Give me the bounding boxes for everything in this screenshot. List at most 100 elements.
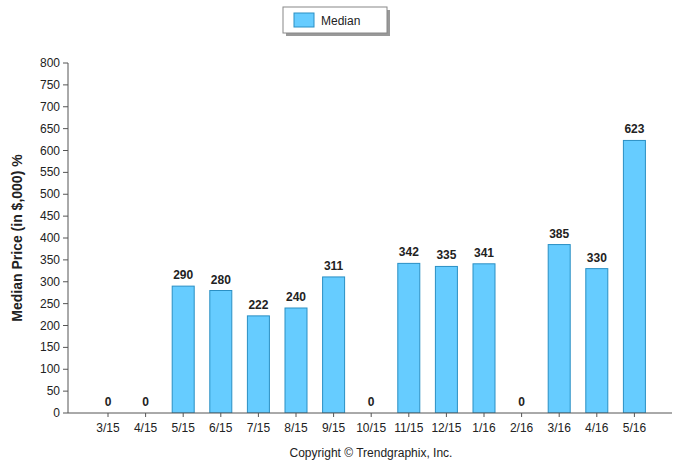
bar (586, 269, 608, 413)
y-tick-label: 50 (47, 384, 61, 398)
bar (210, 291, 232, 414)
data-label: 335 (436, 248, 456, 262)
data-label: 0 (368, 395, 375, 409)
y-tick-label: 700 (40, 100, 60, 114)
x-tick-label: 8/15 (284, 421, 308, 435)
x-tick-label: 10/15 (356, 421, 386, 435)
y-tick-label: 650 (40, 122, 60, 136)
x-tick (521, 413, 522, 417)
x-tick-label: 5/15 (172, 421, 196, 435)
x-tick (108, 413, 109, 417)
data-label: 0 (518, 395, 525, 409)
y-tick (63, 325, 68, 326)
data-label: 623 (624, 122, 644, 136)
data-label: 385 (549, 227, 569, 241)
data-label: 0 (105, 395, 112, 409)
x-tick-label: 3/16 (548, 421, 572, 435)
y-tick (63, 238, 68, 239)
data-label: 0 (142, 395, 149, 409)
legend-box (283, 7, 387, 33)
y-tick (63, 84, 68, 85)
y-tick-label: 350 (40, 253, 60, 267)
y-tick-label: 150 (40, 340, 60, 354)
y-tick (63, 150, 68, 151)
x-tick-label: 3/15 (96, 421, 120, 435)
y-tick (63, 106, 68, 107)
x-tick-label: 9/15 (322, 421, 346, 435)
x-tick (258, 413, 259, 417)
x-tick-label: 4/16 (585, 421, 609, 435)
y-tick-label: 550 (40, 165, 60, 179)
x-tick (145, 413, 146, 417)
data-label: 290 (173, 268, 193, 282)
data-label: 222 (248, 298, 268, 312)
y-tick-label: 450 (40, 209, 60, 223)
y-tick (63, 369, 68, 370)
x-tick (634, 413, 635, 417)
x-tick-label: 2/16 (510, 421, 534, 435)
x-tick-label: 6/15 (209, 421, 233, 435)
y-tick (63, 347, 68, 348)
data-label: 311 (324, 259, 344, 273)
y-axis (68, 63, 69, 413)
y-tick (63, 63, 68, 64)
x-tick (484, 413, 485, 417)
x-tick (371, 413, 372, 417)
x-tick (296, 413, 297, 417)
data-label: 280 (211, 273, 231, 287)
y-tick (63, 216, 68, 217)
y-tick (63, 194, 68, 195)
y-tick-label: 0 (53, 406, 60, 420)
y-tick (63, 259, 68, 260)
data-label: 341 (474, 246, 494, 260)
y-tick-label: 400 (40, 231, 60, 245)
data-label: 240 (286, 290, 306, 304)
y-tick (63, 391, 68, 392)
legend-label: Median (321, 14, 360, 28)
x-tick-label: 12/15 (431, 421, 461, 435)
x-tick-label: 11/15 (394, 421, 423, 435)
y-tick (63, 303, 68, 304)
bars (172, 140, 645, 413)
data-label: 342 (399, 245, 419, 259)
x-axis (68, 413, 672, 414)
y-tick (63, 413, 68, 414)
bar (172, 286, 194, 413)
x-tick-label: 4/15 (134, 421, 158, 435)
y-tick (63, 281, 68, 282)
chart: 0 50 100 150 200 250 300 350 400 450 500 550 600 650 7… (0, 0, 686, 467)
y-tick-label: 500 (40, 187, 60, 201)
y-tick-label: 600 (40, 144, 60, 158)
legend: Median (283, 7, 390, 36)
x-tick (596, 413, 597, 417)
y-tick-label: 800 (40, 56, 60, 70)
y-axis-label: Median Price (in $,000) % (9, 154, 25, 322)
bar (247, 316, 269, 413)
bar (323, 277, 345, 413)
y-tick (63, 128, 68, 129)
bar (398, 263, 420, 413)
x-tick (408, 413, 409, 417)
x-tick (446, 413, 447, 417)
y-tick-label: 100 (40, 362, 60, 376)
y-tick-label: 250 (40, 297, 60, 311)
y-tick-label: 750 (40, 78, 60, 92)
bar (548, 245, 570, 413)
x-tick (220, 413, 221, 417)
x-tick (559, 413, 560, 417)
legend-swatch (294, 13, 314, 27)
x-tick (183, 413, 184, 417)
data-label: 330 (587, 251, 607, 265)
y-tick-label: 200 (40, 319, 60, 333)
x-tick-label: 1/16 (472, 421, 496, 435)
copyright: Copyright © Trendgraphix, Inc. (290, 446, 453, 460)
bar (435, 266, 457, 413)
y-tick-label: 300 (40, 275, 60, 289)
bar (623, 140, 645, 413)
bar (285, 308, 307, 413)
x-tick-label: 7/15 (247, 421, 271, 435)
bar (473, 264, 495, 413)
y-tick (63, 172, 68, 173)
x-tick (333, 413, 334, 417)
x-tick-label: 5/16 (623, 421, 647, 435)
